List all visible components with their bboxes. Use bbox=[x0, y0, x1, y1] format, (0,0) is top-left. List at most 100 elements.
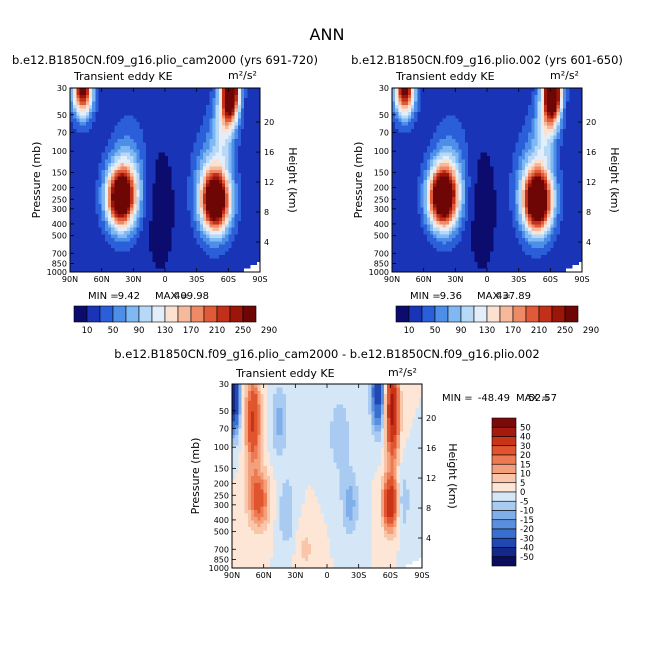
heatmap-cell bbox=[139, 101, 144, 106]
heatmap-cell bbox=[120, 227, 125, 232]
heatmap-cell bbox=[158, 248, 163, 253]
heatmap-cell bbox=[206, 207, 210, 212]
heatmap-cell bbox=[120, 210, 125, 215]
heatmap-cell bbox=[190, 200, 194, 205]
heatmap-cell bbox=[506, 125, 510, 130]
heatmap-cell bbox=[180, 224, 185, 229]
heatmap-cell bbox=[231, 111, 236, 116]
heatmap-cell bbox=[509, 128, 513, 133]
heatmap-cell bbox=[79, 135, 84, 140]
heatmap-cell bbox=[253, 180, 258, 184]
heatmap-cell bbox=[161, 193, 166, 198]
heatmap-cell bbox=[92, 142, 96, 147]
heatmap-cell bbox=[180, 94, 185, 99]
heatmap-cell bbox=[477, 118, 482, 123]
heatmap-cell bbox=[445, 145, 450, 150]
heatmap-cell bbox=[433, 159, 437, 164]
heatmap-cell bbox=[104, 173, 109, 178]
heatmap-cell bbox=[528, 159, 532, 164]
heatmap-cell bbox=[161, 268, 166, 273]
heatmap-cell bbox=[98, 248, 103, 253]
heatmap-cell bbox=[114, 220, 118, 225]
heatmap-cell bbox=[228, 98, 232, 103]
heatmap-cell bbox=[149, 105, 153, 109]
heatmap-cell bbox=[190, 210, 194, 215]
heatmap-cell bbox=[468, 159, 472, 164]
heatmap-cell bbox=[241, 156, 245, 161]
heatmap-cell bbox=[206, 234, 210, 239]
heatmap-cell bbox=[120, 224, 125, 229]
heatmap-cell bbox=[231, 166, 236, 171]
heatmap-cell bbox=[104, 162, 109, 167]
heatmap-cell bbox=[187, 207, 191, 212]
heatmap-cell bbox=[85, 139, 90, 144]
heatmap-cell bbox=[231, 101, 236, 106]
heatmap-cell bbox=[168, 166, 172, 171]
heatmap-cell bbox=[117, 128, 122, 133]
heatmap-cell bbox=[237, 111, 242, 116]
heatmap-cell bbox=[471, 176, 475, 181]
heatmap-cell bbox=[215, 156, 220, 161]
heatmap-cell bbox=[142, 142, 147, 147]
heatmap-cell bbox=[241, 207, 245, 212]
heatmap-cell bbox=[442, 118, 447, 123]
heatmap-cell bbox=[82, 186, 87, 191]
heatmap-cell bbox=[398, 125, 402, 130]
heatmap-cell bbox=[180, 193, 185, 198]
heatmap-cell bbox=[241, 203, 245, 208]
heatmap-cell bbox=[203, 135, 207, 140]
heatmap-cell bbox=[142, 108, 147, 113]
heatmap-cell bbox=[433, 180, 437, 184]
heatmap-cell bbox=[234, 149, 239, 154]
heatmap-cell bbox=[174, 162, 179, 167]
heatmap-cell bbox=[190, 234, 194, 239]
heatmap-cell bbox=[165, 139, 169, 144]
heatmap-cell bbox=[209, 261, 213, 266]
heatmap-cell bbox=[152, 101, 156, 106]
heatmap-cell bbox=[70, 122, 74, 126]
heatmap-cell bbox=[430, 122, 434, 126]
heatmap-cell bbox=[76, 159, 80, 164]
heatmap-cell bbox=[92, 128, 96, 133]
heatmap-cell bbox=[101, 122, 106, 126]
heatmap-cell bbox=[79, 220, 84, 225]
heatmap-cell bbox=[193, 162, 198, 167]
heatmap-cell bbox=[127, 149, 131, 154]
heatmap-cell bbox=[471, 98, 475, 103]
heatmap-cell bbox=[98, 258, 103, 263]
heatmap-cell bbox=[241, 231, 245, 236]
heatmap-cell bbox=[184, 91, 188, 96]
heatmap-cell bbox=[250, 180, 255, 184]
heatmap-cell bbox=[423, 101, 428, 106]
heatmap-cell bbox=[168, 176, 172, 181]
heatmap-cell bbox=[193, 193, 198, 198]
heatmap-cell bbox=[117, 139, 122, 144]
heatmap-cell bbox=[133, 241, 137, 246]
heatmap-cell bbox=[247, 169, 251, 174]
heatmap-cell bbox=[165, 220, 169, 225]
heatmap-cell bbox=[133, 231, 137, 236]
heatmap-cell bbox=[442, 101, 447, 106]
heatmap-cell bbox=[168, 169, 172, 174]
heatmap-cell bbox=[247, 227, 251, 232]
heatmap-cell bbox=[237, 210, 242, 215]
heatmap-cell bbox=[480, 111, 485, 116]
heatmap-cell bbox=[161, 162, 166, 167]
heatmap-cell bbox=[111, 214, 115, 218]
heatmap-cell bbox=[73, 94, 77, 99]
heatmap-cell bbox=[228, 217, 232, 222]
heatmap-cell bbox=[222, 125, 226, 130]
heatmap-cell bbox=[540, 115, 545, 120]
heatmap-cell bbox=[426, 98, 431, 103]
heatmap-cell bbox=[452, 128, 456, 133]
heatmap-cell bbox=[578, 162, 583, 167]
heatmap-cell bbox=[528, 111, 532, 116]
heatmap-cell bbox=[433, 101, 437, 106]
heatmap-cell bbox=[464, 169, 469, 174]
panel-1-plot: 90N 60N 30N 0 30S 60S 90S305070100150200250300… bbox=[47, 84, 275, 284]
heatmap-cell bbox=[474, 149, 478, 154]
heatmap-cell bbox=[414, 122, 418, 126]
heatmap-cell bbox=[199, 169, 204, 174]
colorbar-label: 290 bbox=[261, 326, 277, 336]
heatmap-cell bbox=[411, 169, 415, 174]
